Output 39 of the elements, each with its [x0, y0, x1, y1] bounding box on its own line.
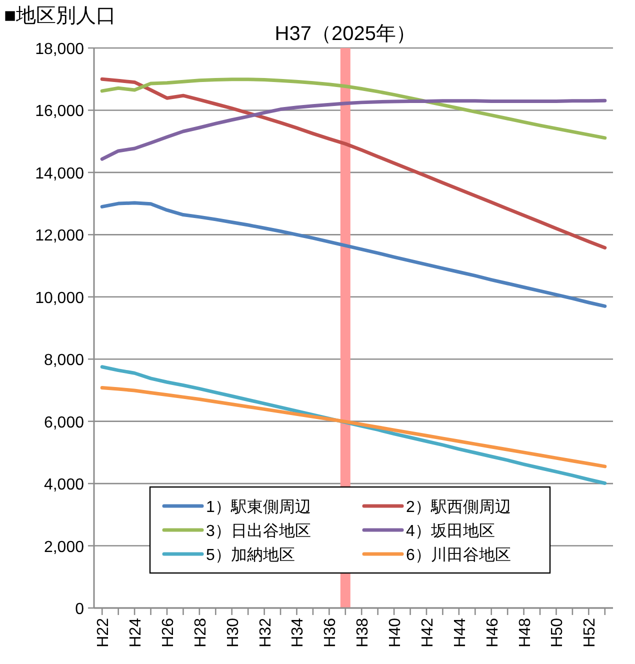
x-tick-label: H36 [322, 618, 340, 648]
legend-label: 6）川田谷地区 [406, 546, 511, 564]
y-tick-label: 16,000 [35, 103, 84, 120]
line-series [100, 201, 607, 308]
y-tick-label: 4,000 [44, 476, 84, 494]
y-tick-label: 12,000 [35, 228, 84, 245]
y-tick-label: 10,000 [35, 290, 84, 307]
legend-label: 5）加納地区 [206, 546, 295, 564]
legend-label: 3）日出谷地区 [206, 522, 311, 540]
y-tick-label: 6,000 [44, 414, 84, 432]
x-tick-label: H48 [516, 618, 534, 648]
legend-label: 1）駅東側周辺 [206, 498, 311, 516]
line-series [100, 386, 607, 468]
x-tick-label: H34 [290, 618, 307, 648]
legend-label: 2）駅西側周辺 [406, 498, 511, 516]
x-tick-label: H42 [419, 618, 436, 648]
x-tick-label: H28 [192, 618, 210, 648]
x-tick-label: H38 [354, 618, 372, 648]
y-tick-label: 0 [75, 601, 84, 618]
x-tick-label: H26 [160, 618, 177, 648]
x-tick-label: H52 [582, 618, 599, 648]
text: H37（2025年） [274, 23, 416, 45]
x-tick-label: H46 [484, 618, 502, 648]
y-tick-label: 8,000 [44, 352, 84, 370]
y-tick-label: 18,000 [35, 41, 84, 58]
x-tick-label: H32 [257, 618, 274, 648]
x-tick-label: H50 [549, 618, 566, 648]
x-tick-label: H30 [224, 618, 242, 648]
line-series [100, 77, 607, 250]
line-series [100, 98, 607, 161]
line-series [100, 78, 607, 140]
x-tick-label: H44 [452, 618, 469, 648]
chart-title: ■地区別人口 [4, 5, 116, 27]
y-tick-label: 2,000 [44, 538, 84, 556]
legend-label: 4）坂田地区 [406, 522, 495, 540]
x-tick-label: H40 [387, 618, 404, 648]
x-tick-label: H24 [128, 618, 145, 648]
x-tick-label: H22 [95, 618, 112, 648]
y-tick-label: 14,000 [35, 165, 84, 182]
